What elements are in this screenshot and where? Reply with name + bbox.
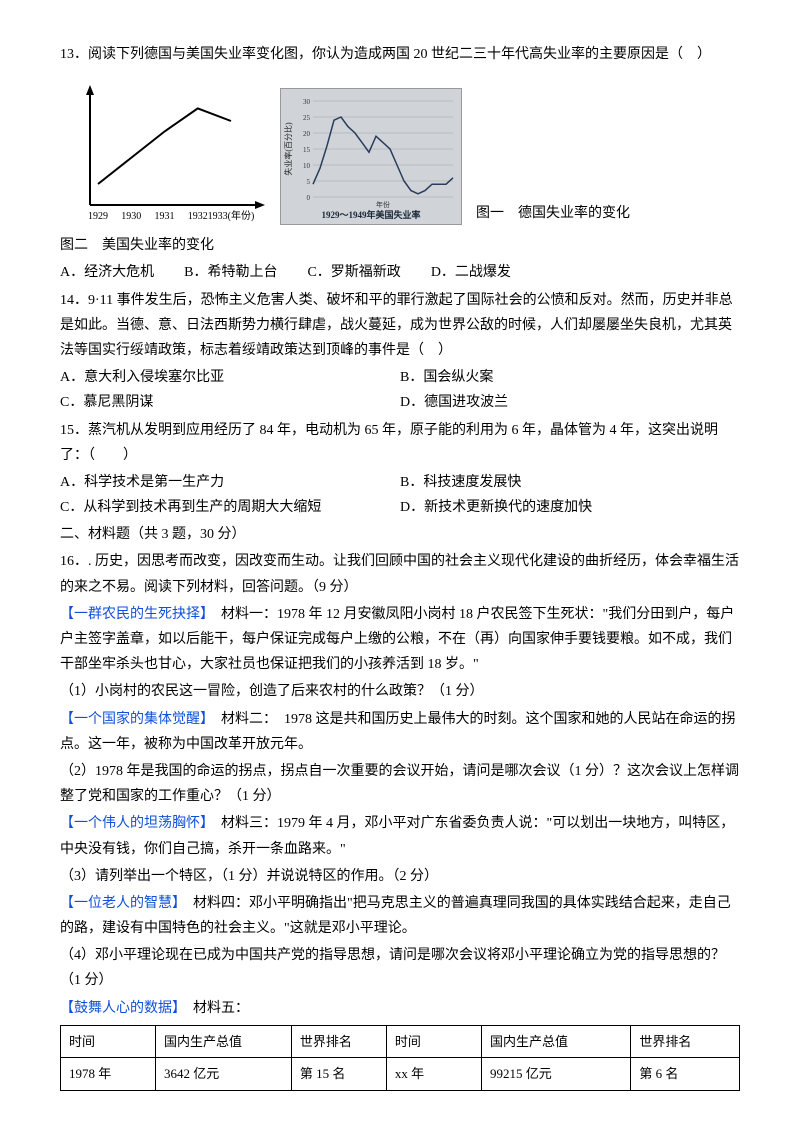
svg-text:1930: 1930 bbox=[121, 211, 141, 222]
q13-optA: A．经济大危机 bbox=[60, 260, 154, 285]
q15-optA: A．科学技术是第一生产力 bbox=[60, 470, 400, 495]
section2-title: 二、材料题（共 3 题，30 分） bbox=[60, 522, 740, 547]
gdp-table: 时间国内生产总值世界排名时间国内生产总值世界排名 1978 年3642 亿元第 … bbox=[60, 1025, 740, 1091]
q16-h1: 【一群农民的生死抉择】 bbox=[60, 607, 207, 622]
table-cell: 3642 亿元 bbox=[156, 1058, 292, 1090]
q16-block1: 【一群农民的生死抉择】 材料一：1978 年 12 月安徽凤阳小岗村 18 户农… bbox=[60, 602, 740, 678]
q15-optB: B．科技速度发展快 bbox=[400, 470, 740, 495]
q16-h2: 【一个国家的集体觉醒】 bbox=[60, 712, 207, 727]
q14-text: 14．9·11 事件发生后，恐怖主义危害人类、破坏和平的罪行激起了国际社会的公愤… bbox=[60, 288, 740, 364]
q16-block4: 【一位老人的智慧】 材料四：邓小平明确指出"把马克思主义的普遍真理同我国的具体实… bbox=[60, 891, 740, 941]
q14-optA: A．意大利入侵埃塞尔比亚 bbox=[60, 365, 400, 390]
q16-block3: 【一个伟人的坦荡胸怀】 材料三：1979 年 4 月，邓小平对广东省委负责人说：… bbox=[60, 811, 740, 861]
q16-block2: 【一个国家的集体觉醒】 材料二： 1978 这是共和国历史上最伟大的时刻。这个国… bbox=[60, 707, 740, 757]
svg-text:1929: 1929 bbox=[88, 211, 108, 222]
table-cell: 第 15 名 bbox=[291, 1058, 386, 1090]
q16-m5: 材料五： bbox=[179, 1001, 249, 1016]
q16-q2: （2）1978 年是我国的命运的拐点，拐点自一次重要的会议开始，请问是哪次会议（… bbox=[60, 759, 740, 809]
charts-row: 1929 1930 1931 19321933(年份) 0 5 10 15 20 25 30 失业率… bbox=[60, 75, 740, 225]
q16-q3: （3）请列举出一个特区，（1 分）并说说特区的作用。（2 分） bbox=[60, 864, 740, 889]
q14-options: A．意大利入侵埃塞尔比亚 B．国会纵火案 C．慕尼黑阴谋 D．德国进攻波兰 bbox=[60, 365, 740, 415]
q16-h3: 【一个伟人的坦荡胸怀】 bbox=[60, 816, 207, 831]
q16-intro: 16．. 历史，因思考而改变，因改变而生动。让我们回顾中国的社会主义现代化建设的… bbox=[60, 549, 740, 599]
table-header: 国内生产总值 bbox=[481, 1025, 630, 1057]
q13-optB: B．希特勒上台 bbox=[184, 260, 277, 285]
q15-optD: D．新技术更新换代的速度加快 bbox=[400, 495, 740, 520]
svg-text:1933(年份): 1933(年份) bbox=[208, 209, 255, 222]
q13-optD: D．二战爆发 bbox=[431, 260, 511, 285]
caption2: 图二 美国失业率的变化 bbox=[60, 233, 740, 258]
svg-text:1931: 1931 bbox=[155, 211, 175, 222]
svg-text:15: 15 bbox=[303, 146, 311, 154]
q14-optD: D．德国进攻波兰 bbox=[400, 390, 740, 415]
svg-text:5: 5 bbox=[307, 178, 311, 186]
svg-text:20: 20 bbox=[303, 130, 311, 138]
svg-text:1929～1949年美国失业率: 1929～1949年美国失业率 bbox=[321, 209, 420, 220]
q15-text: 15．蒸汽机从发明到应用经历了 84 年，电动机为 65 年，原子能的利用为 6… bbox=[60, 418, 740, 468]
table-cell: 1978 年 bbox=[61, 1058, 156, 1090]
svg-text:年份: 年份 bbox=[376, 200, 390, 209]
q16-block5: 【鼓舞人心的数据】 材料五： bbox=[60, 996, 740, 1021]
q15-options: A．科学技术是第一生产力 B．科技速度发展快 C．从科学到技术再到生产的周期大大… bbox=[60, 470, 740, 520]
q16-h4: 【一位老人的智慧】 bbox=[60, 896, 179, 911]
q16-h5: 【鼓舞人心的数据】 bbox=[60, 1001, 179, 1016]
q16-q4: （4）邓小平理论现在已成为中国共产党的指导思想，请问是哪次会议将邓小平理论确立为… bbox=[60, 943, 740, 993]
q14-optC: C．慕尼黑阴谋 bbox=[60, 390, 400, 415]
q14-optB: B．国会纵火案 bbox=[400, 365, 740, 390]
table-cell: xx 年 bbox=[386, 1058, 481, 1090]
svg-text:0: 0 bbox=[307, 194, 311, 202]
table-header: 世界排名 bbox=[631, 1025, 740, 1057]
q15-optC: C．从科学到技术再到生产的周期大大缩短 bbox=[60, 495, 400, 520]
svg-text:30: 30 bbox=[303, 98, 311, 106]
q13-optC: C．罗斯福新政 bbox=[307, 260, 400, 285]
table-cell: 第 6 名 bbox=[631, 1058, 740, 1090]
svg-text:失业率(百分比): 失业率(百分比) bbox=[283, 122, 293, 176]
table-cell: 99215 亿元 bbox=[481, 1058, 630, 1090]
table-header: 世界排名 bbox=[291, 1025, 386, 1057]
table-header: 时间 bbox=[386, 1025, 481, 1057]
caption1: 图一 德国失业率的变化 bbox=[476, 203, 630, 225]
table-header: 时间 bbox=[61, 1025, 156, 1057]
svg-text:1932: 1932 bbox=[188, 211, 208, 222]
q16-q1: （1）小岗村的农民这一冒险，创造了后来农村的什么政策？（1 分） bbox=[60, 679, 740, 704]
svg-text:10: 10 bbox=[303, 162, 311, 170]
q13-options: A．经济大危机 B．希特勒上台 C．罗斯福新政 D．二战爆发 bbox=[60, 260, 740, 285]
germany-chart: 1929 1930 1931 19321933(年份) bbox=[60, 75, 270, 225]
q13-text: 13．阅读下列德国与美国失业率变化图，你认为造成两国 20 世纪二三十年代高失业… bbox=[60, 42, 740, 67]
usa-chart: 0 5 10 15 20 25 30 失业率(百分比) 年份1929～1949年美国失业率 bbox=[280, 88, 462, 225]
svg-text:25: 25 bbox=[303, 114, 311, 122]
table-header: 国内生产总值 bbox=[156, 1025, 292, 1057]
